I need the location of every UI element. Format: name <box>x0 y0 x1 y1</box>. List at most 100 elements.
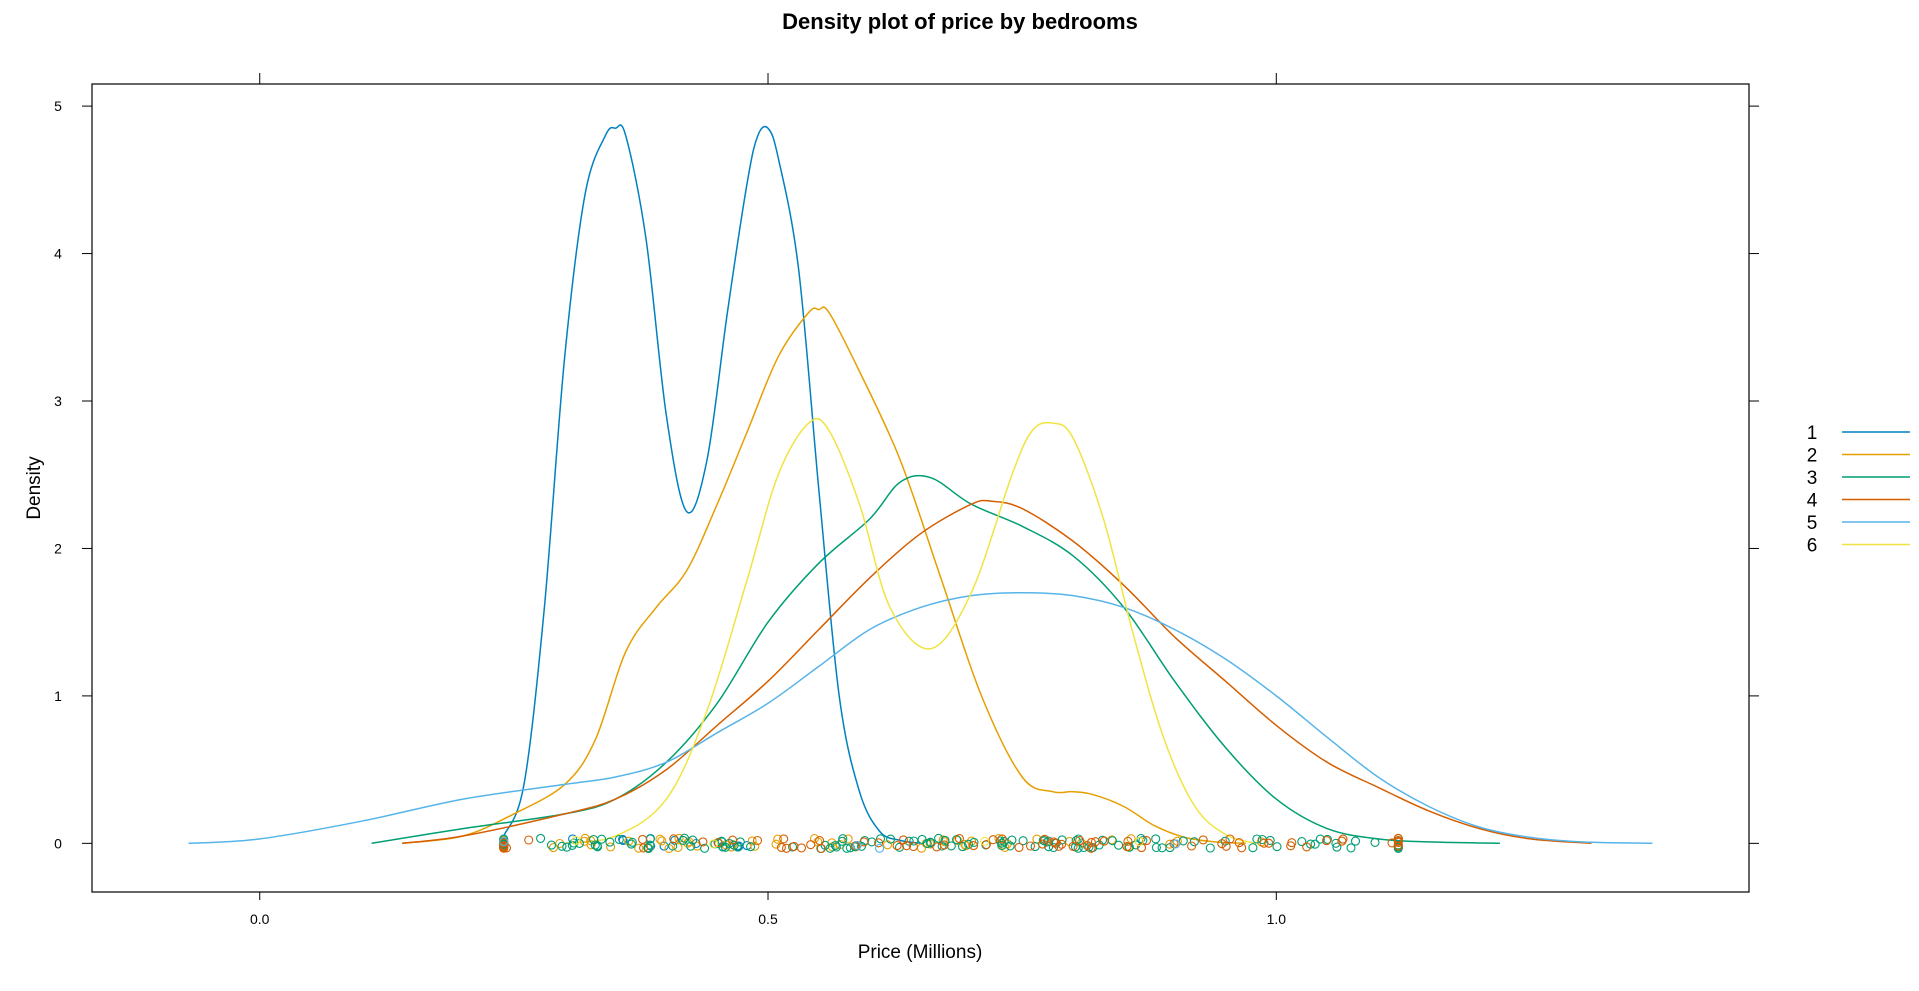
rug-point <box>1018 836 1028 846</box>
rug-point <box>963 839 974 849</box>
rug-point <box>1122 842 1132 852</box>
density-line-6 <box>564 417 1257 845</box>
rug-point <box>771 839 781 849</box>
rug-point <box>698 837 708 847</box>
rug-point <box>940 835 950 845</box>
rug-point <box>995 836 1005 846</box>
chart-title: Density plot of price by bedrooms <box>782 9 1138 34</box>
rug-point <box>969 841 979 851</box>
rug-point <box>571 835 581 845</box>
rug-point <box>720 842 731 852</box>
rug-point <box>580 833 590 843</box>
rug-point <box>679 833 690 843</box>
y-tick-label: 1 <box>54 688 62 704</box>
rug-point <box>1123 836 1133 846</box>
rug-point <box>1346 843 1356 853</box>
rug-point <box>659 841 669 851</box>
rug-point <box>954 834 964 844</box>
rug-point <box>908 841 918 852</box>
rug-point <box>1157 843 1167 853</box>
x-tick-label: 0.0 <box>250 911 270 927</box>
rug-point <box>1040 834 1050 844</box>
rug-point <box>614 834 624 845</box>
rug-point <box>909 836 919 846</box>
rug-point <box>980 836 990 846</box>
rug-point <box>1310 839 1320 849</box>
density-curves <box>188 124 1653 845</box>
rug-point <box>1272 842 1282 852</box>
rug-point <box>1331 838 1341 848</box>
rug-point <box>728 835 738 845</box>
rug-point <box>634 843 644 853</box>
rug-point <box>686 841 696 851</box>
y-tick-label: 5 <box>54 98 62 114</box>
rug-point <box>499 837 509 847</box>
rug-point <box>1049 837 1059 847</box>
rug-point <box>1370 837 1380 847</box>
rug-point <box>1252 834 1262 844</box>
rug-point <box>1178 836 1188 846</box>
rug-point <box>831 842 841 852</box>
rug-point <box>606 842 616 852</box>
rug-point <box>1259 838 1269 848</box>
rug-point <box>1099 836 1109 846</box>
rug-point <box>639 843 649 853</box>
rug-point <box>605 837 615 847</box>
rug-point <box>1338 834 1348 844</box>
rug-point <box>1141 836 1152 846</box>
rug-point <box>997 840 1007 851</box>
rug-point <box>886 834 896 844</box>
rug-point <box>894 842 905 852</box>
rug-point <box>562 842 572 852</box>
rug-point <box>1393 833 1403 843</box>
rug-point <box>673 842 683 852</box>
data-points-rug <box>499 833 1403 854</box>
density-line-5 <box>188 591 1653 845</box>
rug-point <box>1337 836 1347 846</box>
rug-point <box>1205 843 1215 853</box>
rug-point <box>1075 835 1085 846</box>
y-axis-label: Density <box>24 456 45 520</box>
rug-point <box>1171 839 1181 849</box>
rug-point <box>1136 843 1147 853</box>
rug-point <box>1038 839 1048 849</box>
rug-point <box>1126 834 1136 844</box>
legend-label-5: 5 <box>1807 513 1818 534</box>
rug-point <box>1073 834 1083 844</box>
rug-point <box>1007 835 1017 845</box>
rug-point <box>843 834 853 844</box>
rug-point <box>627 837 637 847</box>
rug-point <box>638 834 648 844</box>
density-line-4 <box>402 499 1592 845</box>
rug-point <box>875 843 885 853</box>
rug-point <box>776 842 786 852</box>
rug-point <box>892 841 902 851</box>
rug-point <box>1297 837 1307 847</box>
rug-point <box>1332 842 1342 852</box>
rug-point <box>1393 836 1403 846</box>
rug-point <box>997 834 1007 844</box>
rug-point <box>1057 839 1067 849</box>
rug-point <box>1315 834 1325 844</box>
rug-point <box>733 842 743 852</box>
y-tick-label: 3 <box>54 393 62 409</box>
rug-point <box>655 834 665 844</box>
rug-point <box>1225 834 1235 844</box>
rug-point <box>618 835 628 846</box>
rug-point <box>845 843 855 853</box>
rug-point <box>988 835 998 845</box>
legend-label-3: 3 <box>1807 468 1818 489</box>
rug-point <box>752 835 763 846</box>
x-axis-label: Price (Millions) <box>858 942 983 963</box>
plot-panel <box>91 83 1750 893</box>
rug-point <box>1322 834 1332 844</box>
legend-label-4: 4 <box>1807 491 1818 512</box>
y-tick-label: 2 <box>54 540 62 556</box>
rug-point <box>806 840 816 850</box>
rug-point <box>499 842 509 852</box>
y-tick-label: 0 <box>54 835 62 851</box>
rug-point <box>1097 835 1108 845</box>
rug-point <box>1221 841 1231 851</box>
rug-point <box>624 836 634 846</box>
